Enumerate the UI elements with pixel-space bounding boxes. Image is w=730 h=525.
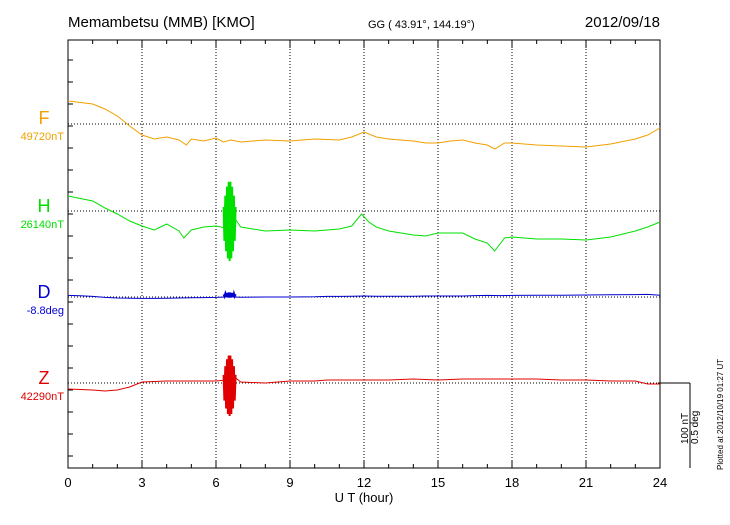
series-traces	[67, 100, 661, 417]
series-name-F: F	[39, 108, 50, 128]
burst-Z	[222, 355, 237, 417]
series-name-Z: Z	[39, 368, 50, 388]
coords-label: GG ( 43.91°, 144.19°)	[368, 19, 475, 31]
x-tick-label: 24	[653, 475, 667, 490]
series-baseline-F: 49720nT	[21, 131, 65, 143]
series-name-D: D	[38, 282, 51, 302]
series-baseline-Z: 42290nT	[21, 391, 65, 403]
x-tick-label: 21	[579, 475, 593, 490]
axis-ticks	[67, 40, 661, 468]
x-tick-label: 9	[286, 475, 293, 490]
station-title: Memambetsu (MMB) [KMO]	[68, 14, 255, 31]
x-axis-label: U T (hour)	[335, 490, 394, 505]
vertical-gridlines	[141, 40, 587, 468]
x-tick-label: 6	[212, 475, 219, 490]
scale-note-deg: 0.5 deg	[690, 411, 701, 444]
burst-H	[222, 181, 237, 262]
date-label: 2012/09/18	[585, 14, 660, 31]
x-tick-labels: 0 3 6 9 12 15 18 21 24	[64, 475, 667, 490]
x-tick-label: 18	[505, 475, 519, 490]
series-labels: F 49720nT H 26140nT D -8.8deg Z 42290nT	[21, 108, 65, 403]
trace-F	[67, 100, 661, 150]
trace-Z	[67, 376, 660, 393]
scale-note-nt: 100 nT	[680, 413, 691, 444]
series-baseline-H: 26140nT	[21, 219, 65, 231]
trace-H	[67, 195, 661, 252]
series-name-H: H	[38, 196, 51, 216]
series-baseline-D: -8.8deg	[27, 305, 64, 317]
x-tick-label: 12	[357, 475, 371, 490]
plotted-note: Plotted at 2012/10/19 01:27 UT	[716, 359, 725, 470]
x-tick-label: 3	[138, 475, 145, 490]
x-tick-label: 0	[64, 475, 71, 490]
trace-D	[67, 292, 661, 299]
burst-D	[222, 289, 237, 300]
x-tick-label: 15	[431, 475, 445, 490]
